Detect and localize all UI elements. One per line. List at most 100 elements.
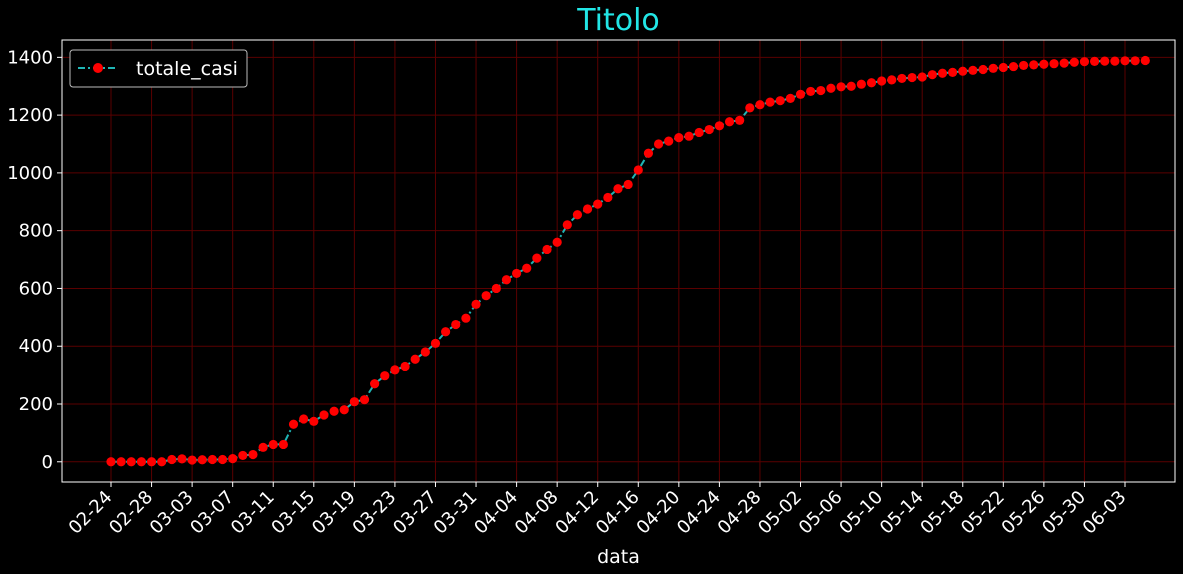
data-point (207, 454, 217, 465)
data-point (532, 253, 542, 263)
x-tick-label: 05-10 (835, 487, 887, 539)
data-point (471, 299, 481, 309)
series-totale-casi (106, 55, 1150, 467)
data-point (948, 67, 958, 77)
data-point (420, 347, 430, 357)
data-point (511, 268, 522, 279)
data-point (126, 457, 136, 467)
grid (62, 40, 1175, 482)
data-point (339, 405, 349, 415)
x-tick-label: 03-07 (186, 487, 238, 539)
data-point (724, 117, 735, 127)
x-tick-label: 04-16 (592, 487, 644, 539)
data-point (359, 395, 370, 405)
data-point (1069, 57, 1079, 67)
data-point (116, 457, 126, 467)
data-point (1079, 57, 1090, 67)
data-point (491, 283, 501, 294)
data-point (451, 319, 461, 330)
data-point (1008, 61, 1019, 72)
data-point (106, 457, 116, 467)
x-tick-label: 03-11 (227, 487, 279, 539)
data-point (826, 83, 836, 93)
data-point (978, 64, 988, 75)
data-point (400, 361, 410, 372)
data-point (684, 131, 694, 141)
data-point (593, 199, 603, 209)
data-point (664, 136, 674, 146)
chart-title: Titolo (576, 3, 660, 38)
data-point (1039, 59, 1049, 69)
data-point (613, 184, 623, 194)
x-axis: 02-2402-2803-0303-0703-1103-1503-1903-23… (65, 482, 1131, 539)
data-point (136, 457, 147, 467)
x-tick-label: 05-22 (957, 487, 1009, 539)
legend-box (69, 49, 248, 88)
x-tick-label: 05-30 (1038, 487, 1090, 539)
data-point (643, 148, 654, 158)
data-point (157, 457, 167, 467)
data-point (278, 439, 288, 450)
y-tick-label: 400 (19, 336, 53, 357)
data-point (1049, 59, 1059, 69)
x-tick-label: 04-04 (470, 487, 522, 539)
data-point (907, 72, 917, 83)
data-point (1029, 60, 1039, 70)
x-tick-label: 02-28 (105, 487, 157, 539)
data-point (430, 338, 441, 348)
x-axis-label: data (597, 546, 640, 568)
x-tick-label: 04-12 (551, 487, 603, 539)
data-point (623, 179, 633, 190)
data-point (258, 442, 268, 452)
data-point (562, 220, 572, 230)
data-point (1019, 60, 1029, 71)
x-tick-label: 05-26 (998, 487, 1050, 539)
x-tick-label: 05-06 (795, 487, 847, 539)
data-point (887, 75, 897, 85)
data-point (755, 100, 765, 110)
data-point (877, 76, 887, 86)
x-tick-label: 03-19 (308, 487, 360, 539)
x-tick-label: 03-23 (349, 487, 401, 539)
legend-entry-totale-casi: totale_casi (136, 58, 238, 80)
x-tick-label: 06-03 (1079, 487, 1131, 539)
data-point (998, 62, 1008, 73)
y-tick-label: 200 (19, 394, 53, 415)
data-point (522, 263, 532, 273)
y-axis: 0 200 400 600 800 1000 1200 1400 (7, 47, 62, 473)
y-tick-label: 800 (19, 221, 53, 242)
x-tick-label: 03-15 (267, 487, 319, 539)
x-tick-label: 04-20 (633, 487, 685, 539)
data-point (238, 450, 248, 461)
data-point (552, 237, 562, 247)
data-point (228, 454, 238, 464)
data-point (1100, 56, 1110, 66)
data-point (846, 81, 856, 91)
plot-frame (61, 39, 1176, 483)
data-point (248, 449, 258, 460)
data-point (410, 354, 420, 364)
x-tick-label: 03-03 (146, 487, 198, 539)
data-point (329, 406, 339, 416)
data-point (380, 371, 390, 381)
data-point (461, 313, 471, 323)
data-point (937, 68, 948, 78)
data-point (501, 275, 512, 285)
data-point (795, 89, 806, 99)
x-tick-label: 04-24 (673, 487, 725, 539)
data-point (370, 379, 380, 389)
data-point (714, 121, 725, 131)
data-point (288, 419, 299, 429)
data-point (217, 454, 228, 465)
x-tick-label: 04-28 (714, 487, 766, 539)
data-point (745, 103, 755, 113)
data-point (319, 410, 329, 420)
data-point (167, 454, 177, 465)
data-point (1130, 56, 1140, 66)
data-point (836, 82, 846, 92)
data-point (694, 127, 704, 138)
data-point (816, 85, 826, 96)
data-point (582, 204, 593, 214)
y-tick-label: 0 (42, 452, 53, 473)
